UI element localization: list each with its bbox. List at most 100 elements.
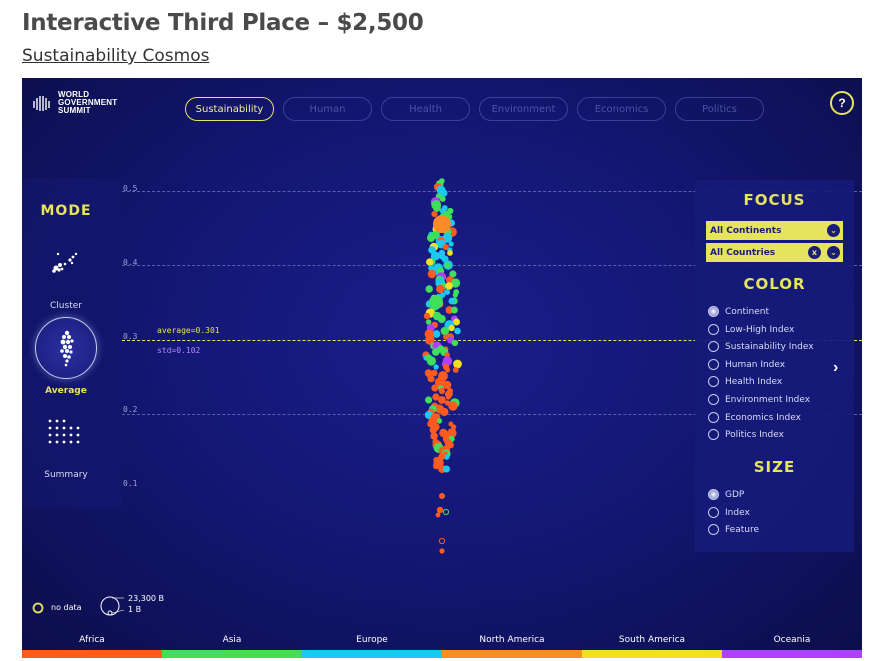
country-bubble	[435, 512, 441, 518]
radio-icon[interactable]	[708, 429, 719, 440]
tab-economics[interactable]: Economics	[577, 97, 666, 121]
country-select-value: All Countries	[710, 247, 776, 258]
country-bubble	[425, 396, 433, 404]
size-option-feature[interactable]: Feature	[708, 524, 759, 535]
country-bubble	[426, 258, 434, 266]
mode-cluster-label[interactable]: Cluster	[50, 301, 82, 311]
country-bubble	[440, 189, 448, 197]
country-bubble	[430, 432, 438, 440]
color-option-human[interactable]: Human Index	[708, 359, 785, 370]
radio-icon[interactable]	[708, 341, 719, 352]
country-bubble	[426, 356, 436, 366]
continent-africa[interactable]: Africa	[22, 630, 162, 658]
country-bubble	[428, 265, 435, 271]
color-option-sustainability[interactable]: Sustainability Index	[708, 341, 814, 352]
size-option-gdp[interactable]: GDP	[708, 489, 744, 500]
country-bubble	[430, 427, 436, 433]
chevron-down-icon[interactable]: ⌄	[827, 224, 840, 237]
axis-tick-label: 0.3	[123, 332, 138, 341]
wgs-logo[interactable]: WORLD GOVERNMENT SUMMIT	[32, 91, 117, 115]
axis-tick-label: 0.4	[123, 258, 138, 267]
radio-icon[interactable]	[708, 376, 719, 387]
radio-icon[interactable]	[708, 394, 719, 405]
size-min-label: 1 B	[128, 605, 142, 614]
chevron-down-icon[interactable]: ⌄	[827, 246, 840, 259]
color-option-low-high[interactable]: Low-High Index	[708, 324, 794, 335]
continent-asia[interactable]: Asia	[162, 630, 302, 658]
country-bubble	[444, 261, 451, 269]
country-bubble	[436, 284, 445, 294]
control-panel: FOCUS All Continents ⌄ All Countries x ⌄…	[695, 180, 854, 552]
visualization-frame: WORLD GOVERNMENT SUMMIT Sustainability H…	[22, 78, 862, 658]
tab-environment[interactable]: Environment	[479, 97, 568, 121]
average-label: average=0.301	[157, 326, 220, 335]
continent-north-america[interactable]: North America	[442, 630, 582, 658]
continent-color-bar	[442, 650, 582, 658]
help-button[interactable]: ?	[830, 91, 854, 115]
country-bubble	[433, 215, 451, 233]
continent-select-value: All Continents	[710, 225, 782, 236]
mode-summary-label[interactable]: Summary	[44, 470, 88, 480]
country-bubble	[452, 367, 459, 373]
color-option-health[interactable]: Health Index	[708, 376, 782, 387]
radio-selected-icon[interactable]	[708, 306, 719, 317]
summary-dot	[48, 440, 52, 444]
bubble-column[interactable]	[22, 78, 862, 658]
color-option-environment[interactable]: Environment Index	[708, 394, 810, 405]
summary-dot	[48, 426, 52, 430]
radio-icon[interactable]	[708, 359, 719, 370]
summary-dot	[76, 433, 80, 437]
country-bubble	[453, 359, 462, 369]
country-bubble	[440, 326, 450, 336]
legend-circles-icon	[32, 596, 125, 616]
summary-dot	[55, 419, 59, 423]
continent-south-america[interactable]: South America	[582, 630, 722, 658]
summary-icon[interactable]	[46, 418, 86, 448]
radio-icon[interactable]	[708, 524, 719, 535]
logo-text: WORLD GOVERNMENT SUMMIT	[58, 90, 118, 115]
cluster-icon[interactable]	[48, 248, 84, 278]
summary-dot	[55, 433, 59, 437]
country-bubble	[425, 319, 432, 325]
radio-icon[interactable]	[708, 412, 719, 423]
average-line	[122, 340, 862, 341]
panel-toggle-chevron-icon[interactable]: ›	[833, 359, 839, 376]
size-option-index[interactable]: Index	[708, 507, 750, 518]
country-select[interactable]: All Countries x ⌄	[706, 243, 843, 262]
page-title: Interactive Third Place – $2,500	[22, 10, 424, 36]
color-option-economics[interactable]: Economics Index	[708, 412, 801, 423]
average-icon	[60, 330, 74, 367]
country-bubble	[443, 465, 450, 473]
continent-select[interactable]: All Continents ⌄	[706, 221, 843, 240]
continent-color-bar	[22, 650, 162, 658]
country-bubble	[427, 269, 437, 279]
clear-icon[interactable]: x	[808, 246, 821, 259]
tab-politics[interactable]: Politics	[675, 97, 764, 121]
axis-tick-label: 0.5	[123, 184, 138, 193]
tab-human[interactable]: Human	[283, 97, 372, 121]
color-option-continent[interactable]: Continent	[708, 306, 769, 317]
mode-average-label[interactable]: Average	[45, 386, 87, 396]
tab-health[interactable]: Health	[381, 97, 470, 121]
radio-icon[interactable]	[708, 324, 719, 335]
country-bubble	[453, 318, 460, 326]
country-bubble	[439, 493, 445, 499]
radio-icon[interactable]	[708, 507, 719, 518]
country-bubble	[443, 334, 449, 340]
continent-oceania[interactable]: Oceania	[722, 630, 862, 658]
category-tabs: Sustainability Human Health Environment …	[185, 97, 764, 121]
country-bubble	[425, 285, 433, 293]
continent-europe[interactable]: Europe	[302, 630, 442, 658]
country-bubble	[447, 250, 453, 256]
color-option-politics[interactable]: Politics Index	[708, 429, 784, 440]
country-bubble	[454, 327, 461, 335]
radio-selected-icon[interactable]	[708, 489, 719, 500]
country-bubble	[442, 508, 450, 516]
tab-sustainability[interactable]: Sustainability	[185, 97, 274, 121]
summary-dot	[76, 440, 80, 444]
axis-tick-label: 0.1	[123, 479, 138, 488]
summary-dot	[69, 426, 73, 430]
mode-average-button[interactable]	[35, 317, 97, 379]
project-link[interactable]: Sustainability Cosmos	[22, 46, 210, 66]
gridline	[122, 191, 862, 192]
